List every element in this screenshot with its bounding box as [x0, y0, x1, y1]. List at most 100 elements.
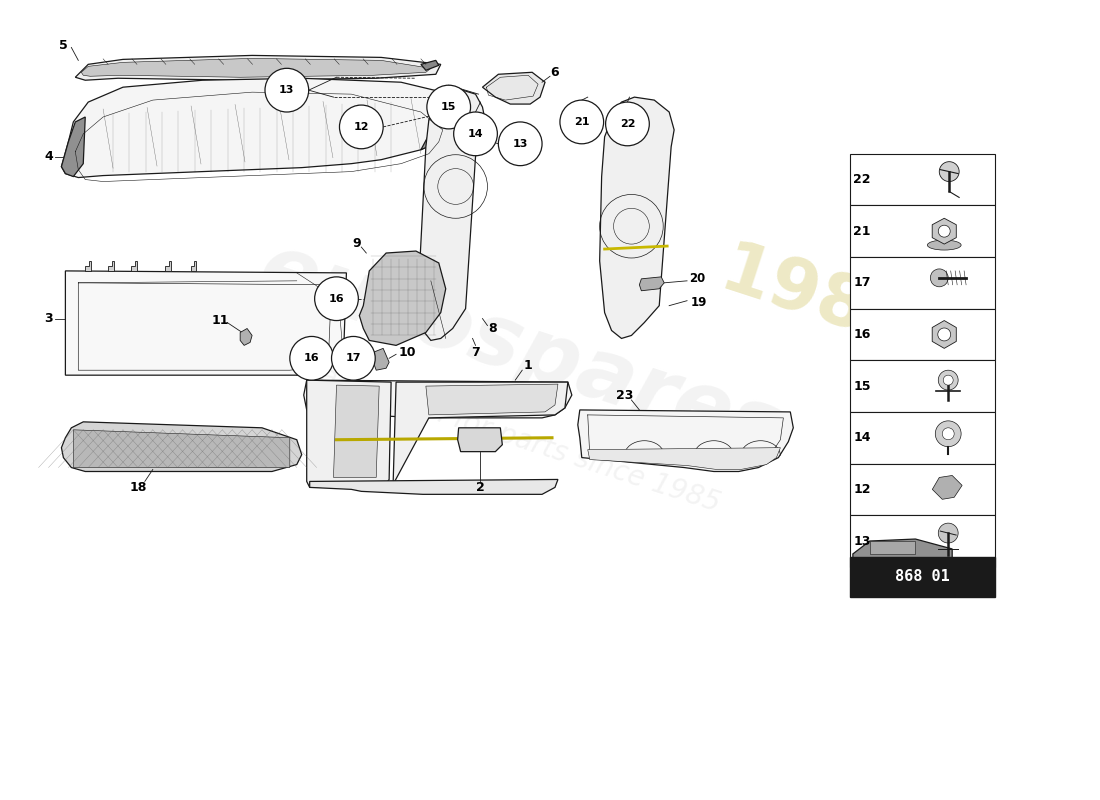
Polygon shape	[393, 382, 568, 485]
Polygon shape	[587, 448, 780, 470]
Polygon shape	[419, 90, 485, 341]
Text: 18: 18	[129, 481, 146, 494]
Polygon shape	[307, 380, 392, 487]
Circle shape	[340, 105, 383, 149]
Ellipse shape	[927, 240, 961, 250]
Text: 5: 5	[59, 39, 68, 52]
Text: eurospares: eurospares	[249, 226, 792, 474]
Polygon shape	[165, 261, 170, 271]
Circle shape	[938, 328, 950, 341]
Text: 22: 22	[854, 173, 870, 186]
Text: 7: 7	[471, 346, 480, 359]
Circle shape	[453, 112, 497, 156]
Text: 10: 10	[399, 346, 417, 359]
Polygon shape	[86, 261, 91, 271]
Bar	[850, 515, 994, 567]
Polygon shape	[333, 385, 380, 478]
Polygon shape	[932, 321, 956, 348]
Bar	[850, 463, 994, 515]
Polygon shape	[360, 251, 446, 346]
Bar	[850, 206, 994, 257]
Circle shape	[943, 375, 954, 385]
Polygon shape	[600, 97, 674, 338]
Circle shape	[938, 523, 958, 543]
Polygon shape	[870, 541, 915, 554]
Polygon shape	[483, 72, 544, 104]
Text: 2: 2	[476, 481, 485, 494]
Text: 13: 13	[513, 138, 528, 149]
Circle shape	[498, 122, 542, 166]
Polygon shape	[421, 60, 439, 70]
Text: 9: 9	[352, 237, 361, 250]
Polygon shape	[458, 428, 503, 452]
Text: 16: 16	[329, 294, 344, 304]
Text: 4: 4	[44, 150, 53, 163]
Text: 3: 3	[44, 312, 53, 325]
Circle shape	[938, 370, 958, 390]
Polygon shape	[240, 329, 252, 346]
Text: 22: 22	[619, 119, 635, 129]
Bar	[850, 257, 994, 309]
Text: 14: 14	[468, 129, 483, 139]
Polygon shape	[75, 55, 441, 80]
Polygon shape	[426, 384, 558, 415]
Circle shape	[943, 428, 954, 440]
Text: 12: 12	[353, 122, 370, 132]
Circle shape	[560, 100, 604, 144]
Polygon shape	[933, 475, 962, 499]
Circle shape	[938, 226, 950, 237]
Circle shape	[265, 68, 309, 112]
Circle shape	[935, 421, 961, 446]
Text: 17: 17	[345, 354, 361, 363]
Circle shape	[315, 277, 359, 321]
Bar	[850, 360, 994, 412]
Polygon shape	[190, 261, 197, 271]
Text: 17: 17	[854, 276, 870, 290]
Polygon shape	[74, 430, 289, 467]
Polygon shape	[62, 78, 455, 178]
Text: 19: 19	[691, 296, 707, 309]
Text: 14: 14	[854, 431, 870, 444]
Bar	[850, 309, 994, 360]
Text: 6: 6	[551, 66, 559, 78]
Polygon shape	[62, 422, 301, 471]
Text: 21: 21	[574, 117, 590, 127]
Text: 11: 11	[211, 314, 229, 327]
Text: 16: 16	[854, 328, 870, 341]
Bar	[850, 557, 994, 597]
Text: 13: 13	[854, 534, 870, 547]
Polygon shape	[108, 261, 114, 271]
Text: 8: 8	[488, 322, 497, 335]
Polygon shape	[639, 277, 664, 290]
Text: 15: 15	[854, 379, 870, 393]
Polygon shape	[373, 348, 389, 370]
Circle shape	[289, 337, 333, 380]
Text: 23: 23	[616, 389, 634, 402]
Text: a passion for parts since 1985: a passion for parts since 1985	[317, 362, 724, 518]
Polygon shape	[932, 218, 956, 244]
Polygon shape	[131, 261, 136, 271]
Text: 1: 1	[524, 358, 532, 372]
Polygon shape	[65, 271, 346, 375]
Text: 21: 21	[854, 225, 870, 238]
Polygon shape	[421, 94, 455, 150]
Bar	[850, 154, 994, 206]
Text: 16: 16	[304, 354, 319, 363]
Polygon shape	[62, 117, 86, 177]
Circle shape	[331, 337, 375, 380]
Polygon shape	[310, 479, 558, 494]
Text: 13: 13	[279, 85, 295, 95]
Text: 20: 20	[689, 272, 705, 286]
Polygon shape	[304, 380, 572, 418]
Circle shape	[427, 86, 471, 129]
Polygon shape	[81, 58, 431, 78]
Polygon shape	[852, 539, 953, 561]
Text: 15: 15	[441, 102, 456, 112]
Text: 1985: 1985	[712, 237, 924, 365]
Circle shape	[939, 162, 959, 182]
Text: 868 01: 868 01	[895, 570, 949, 584]
Circle shape	[931, 269, 948, 286]
Text: 12: 12	[854, 483, 870, 496]
Polygon shape	[578, 410, 793, 471]
Circle shape	[606, 102, 649, 146]
